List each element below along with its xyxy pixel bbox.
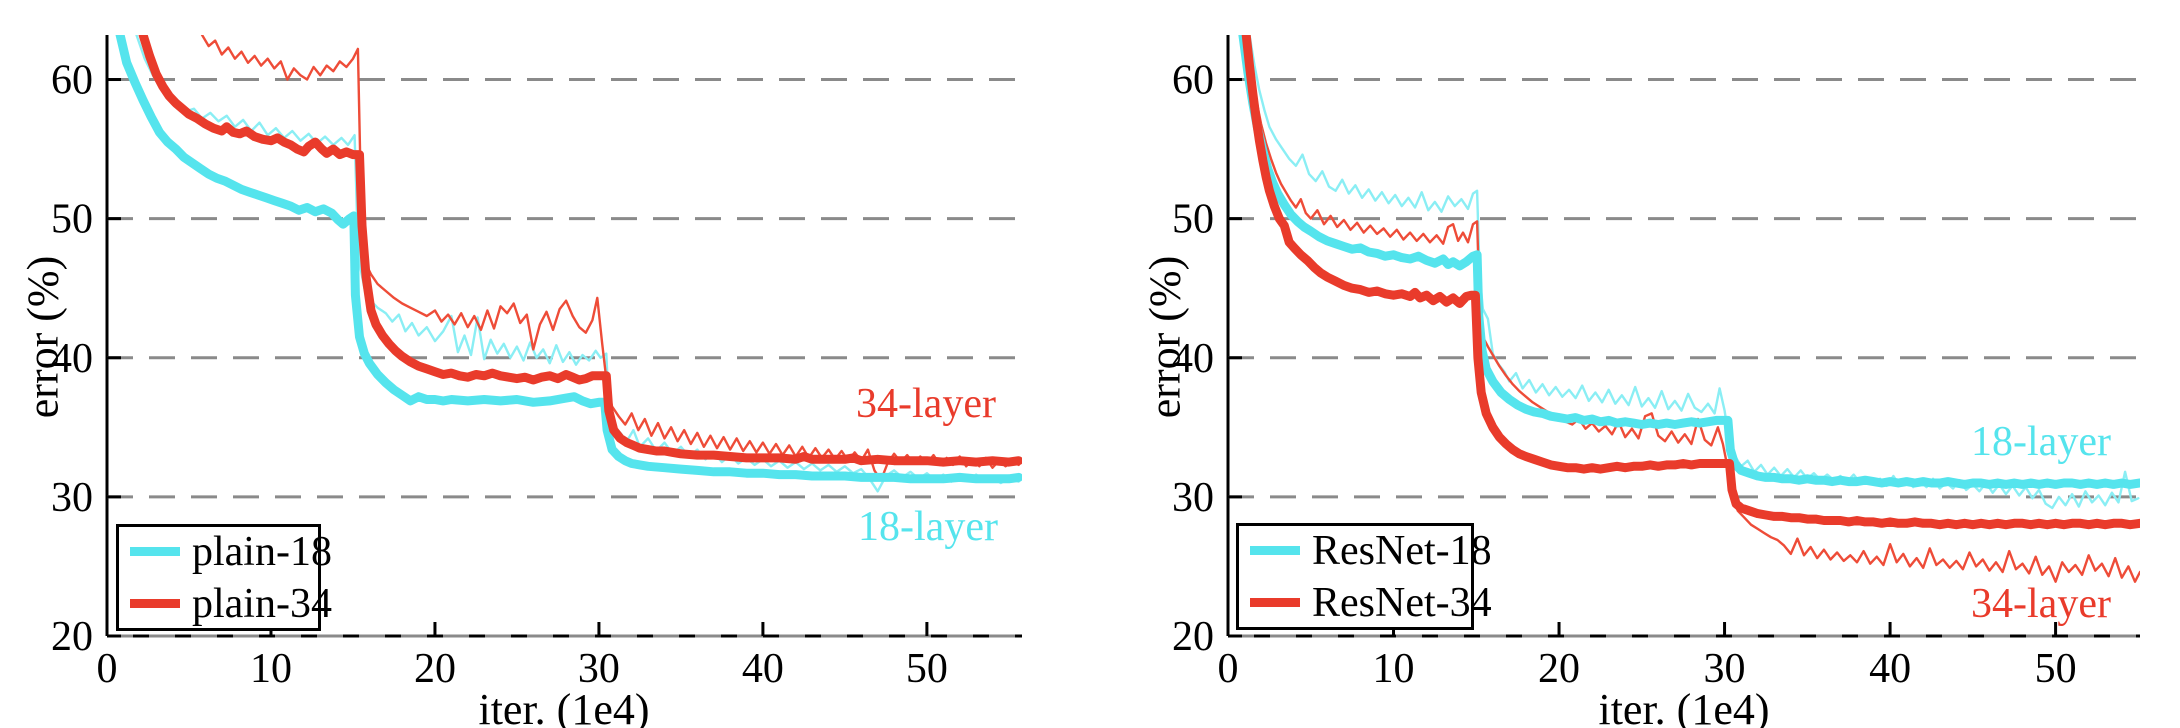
y-tick-label: 50 [1172,197,1214,243]
legend-item-resnet-34: ResNet-34 [1239,582,1492,624]
x-tick-label: 20 [1538,646,1580,692]
x-tick-label: 10 [250,646,292,692]
y-tick-label: 30 [1172,475,1214,521]
legend-label-plain-18: plain-18 [192,528,332,575]
legend-item-plain-34: plain-34 [119,583,332,625]
x-tick-label: 20 [414,646,456,692]
legend-item-plain-18: plain-18 [119,531,332,573]
legend-label-plain-34: plain-34 [192,580,332,627]
panel-plain-networks: 0 10 20 30 40 50 20 30 40 50 60 [51,35,1022,692]
legend-label-resnet-34: ResNet-34 [1312,579,1492,626]
curve-resnet-34-train-thin [1246,35,2140,583]
x-tick-label: 50 [2035,646,2077,692]
x-tick-label: 40 [1869,646,1911,692]
curve-plain-18-val-bold [115,35,1022,484]
curve-resnet-34-val-bold [1241,35,2140,530]
y-axis-label-left: error (%) [18,255,68,419]
resnet-34-line-swatch [1250,598,1300,607]
x-tick-label: 30 [1704,646,1746,692]
panel-resnets: 0 10 20 30 40 50 20 30 40 50 60 [1172,35,2140,692]
resnet-18-line-swatch [1250,546,1300,555]
legend-item-resnet-18: ResNet-18 [1239,530,1492,572]
x-tick-label: 0 [97,646,118,692]
plain-18-line-swatch [130,547,180,556]
legend-resnets: ResNet-18 ResNet-34 [1236,523,1492,630]
x-tick-label: 40 [742,646,784,692]
x-tick-label: 30 [578,646,620,692]
annotation-34-layer-left: 34-layer [856,381,996,427]
annotation-18-layer-right: 18-layer [1971,419,2111,465]
y-tick-label: 20 [1172,614,1214,660]
x-tick-label: 10 [1373,646,1415,692]
curve-resnet-18-val-bold [1238,35,2140,489]
y-tick-label: 20 [51,614,93,660]
y-tick-label: 50 [51,197,93,243]
legend-label-resnet-18: ResNet-18 [1312,527,1492,574]
x-axis-label-left: iter. (1e4) [478,685,650,728]
y-tick-label: 40 [51,336,93,382]
plain-34-line-swatch [130,599,180,608]
y-tick-label: 60 [1172,58,1214,104]
curve-plain-34-val-bold [138,35,1022,467]
legend-plain-networks: plain-18 plain-34 [116,524,332,631]
annotation-18-layer-left: 18-layer [858,504,998,550]
y-tick-label: 60 [51,58,93,104]
y-axis-label-right: error (%) [1140,255,1190,419]
annotation-34-layer-right: 34-layer [1971,581,2111,627]
x-tick-label: 50 [906,646,948,692]
curve-plain-18-train-thin [135,35,1020,493]
x-tick-label: 0 [1218,646,1239,692]
x-axis-label-right: iter. (1e4) [1598,685,1770,728]
y-tick-label: 30 [51,475,93,521]
y-tick-label: 40 [1172,336,1214,382]
